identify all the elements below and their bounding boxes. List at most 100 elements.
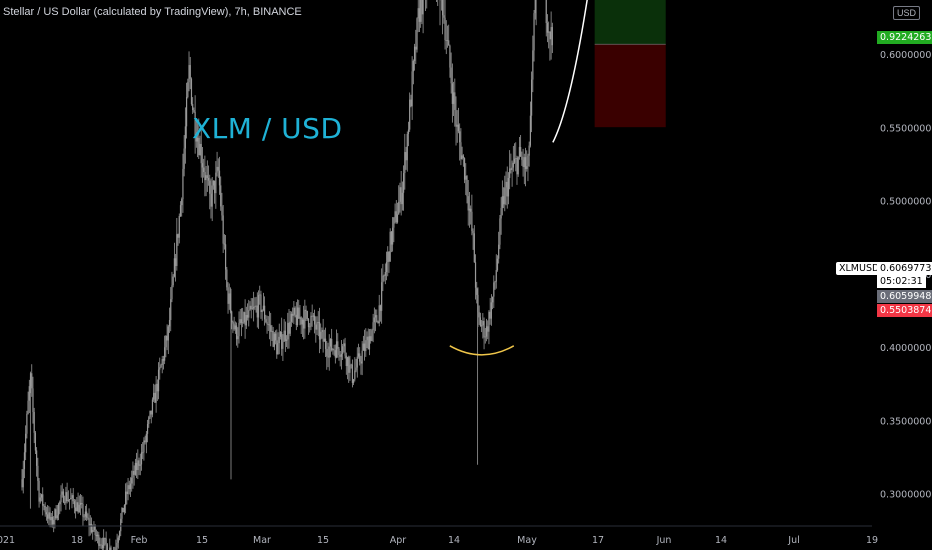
candle-body [253,306,255,309]
candle [451,63,453,123]
time-tick-label: Jun [656,535,672,546]
candle-body [418,8,421,22]
candle-body [125,491,127,506]
candle [484,327,486,344]
candle [339,351,341,367]
candle-body [221,206,223,216]
candle-body [446,40,449,42]
candle-body [509,168,511,178]
candle [421,0,423,25]
candle [104,537,106,546]
candle-body [283,330,285,342]
candle-body [78,504,80,513]
candle [446,25,449,48]
candle [494,280,496,290]
candle-body [257,295,260,318]
candle-body [160,365,162,368]
candle-body [320,331,322,340]
candle [326,341,328,370]
candle-body [299,317,301,319]
candle [370,328,372,344]
candle-body [87,517,89,519]
candle [171,271,173,303]
candle [238,311,240,344]
candle [283,319,285,342]
candle [146,419,149,443]
candle [38,477,40,508]
candle-body [383,275,385,277]
candle-body [223,243,225,245]
candle-body [156,383,158,392]
candle [203,158,205,178]
candle-body [407,129,410,134]
candle-body [103,537,105,549]
candle-body [487,326,489,332]
candle [460,128,462,166]
candle [420,0,422,28]
candle-body [378,305,380,324]
candle-body [513,158,516,163]
candle [318,307,321,354]
candle [155,376,157,413]
candle [296,299,299,327]
candle-body [420,0,422,22]
candle-body [138,460,140,466]
candle-body [83,516,85,518]
candle-body [472,230,474,234]
candle-body [301,319,304,325]
candle-body [365,340,367,352]
currency-button[interactable]: USD [893,6,921,20]
candle [265,314,267,324]
candle-body [399,187,401,202]
candle [54,508,56,529]
candle [48,505,50,526]
candle-body [233,323,235,330]
candle [527,153,529,182]
candle [28,379,30,414]
candle-body [238,322,240,337]
candle [305,305,307,322]
candle-body [373,317,375,323]
candle [207,165,210,186]
candle-body [148,417,150,425]
candle-body [43,505,45,507]
candle-body [76,502,78,512]
candle-body [288,322,290,334]
candle-body [218,170,221,186]
candle-body [157,369,160,392]
candle-body [136,462,138,471]
candle-body [411,71,413,107]
candle-body [220,185,222,207]
candle-body [405,152,407,161]
candle [310,312,312,331]
candle [466,175,468,204]
candle [160,363,162,368]
candle-body [259,294,261,296]
candle [444,0,446,50]
candle [132,461,134,489]
candle [245,306,247,329]
price-tick-label: 0.55000000 [880,123,932,134]
candle-body [95,535,97,537]
candle-body [49,512,51,521]
candle-body [349,365,351,373]
candle-body [485,326,488,337]
candle [359,347,361,366]
candle-body [198,137,200,156]
candle [457,107,460,134]
candle [456,110,458,143]
candle-body [345,355,347,367]
candle [34,430,37,455]
candle [476,281,478,304]
candle [385,251,388,281]
candle [292,307,294,323]
candle [72,487,74,505]
candle [88,508,90,537]
candle [150,410,152,424]
candle-body [98,534,100,546]
candle [306,310,308,321]
candle [502,187,505,209]
candle [437,0,439,6]
candle [176,218,178,271]
